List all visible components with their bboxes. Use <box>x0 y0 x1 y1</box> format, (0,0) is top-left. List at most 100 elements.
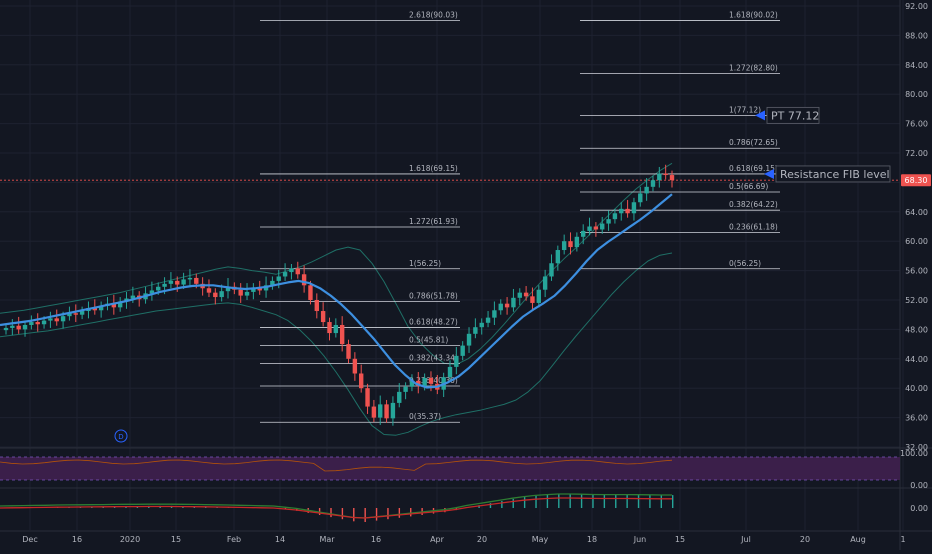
candle-body <box>42 321 46 325</box>
time-tick-label: Aug <box>850 535 866 544</box>
candle-body <box>353 359 357 374</box>
candle-body <box>568 241 572 247</box>
candle-body <box>315 300 319 311</box>
macd-bar <box>569 494 570 508</box>
fib-left-label: 0.5(45.81) <box>409 335 448 344</box>
candle-body <box>524 293 528 297</box>
candle-body <box>511 298 515 308</box>
macd-bar <box>649 495 650 508</box>
macd-bar <box>558 494 559 508</box>
fib-right-label: 0.236(61.18) <box>729 223 778 232</box>
candle-body <box>74 313 78 314</box>
macd-bar <box>501 501 502 508</box>
time-tick-label: May <box>532 535 549 544</box>
rsi-axis-label: 100.00 <box>900 449 928 458</box>
candle-body <box>632 202 636 213</box>
time-tick-label: 1 <box>900 535 905 544</box>
candle-body <box>537 290 541 303</box>
candle-body <box>543 276 547 289</box>
candle-body <box>499 304 503 311</box>
candle-body <box>277 276 281 280</box>
candle-body <box>391 403 395 418</box>
candle-body <box>492 310 496 317</box>
candle-body <box>644 187 648 194</box>
candle-body <box>454 356 458 367</box>
fib-left-label: 2.618(90.03) <box>409 10 458 19</box>
macd-bar <box>342 508 343 519</box>
candle-body <box>188 278 192 279</box>
time-tick-label: 16 <box>72 535 82 544</box>
price-tick-label: 60.00 <box>905 237 928 246</box>
fib-right-label: 1(77.12) <box>729 105 761 114</box>
time-tick-label: Jun <box>633 535 647 544</box>
candle-body <box>397 392 401 403</box>
macd-bar <box>615 495 616 508</box>
candle-body <box>55 318 59 321</box>
macd-bar <box>592 495 593 508</box>
price-tick-label: 80.00 <box>905 90 928 99</box>
candle-body <box>156 287 160 291</box>
fib-right-label: 0.382(64.22) <box>729 200 778 209</box>
candle-body <box>562 241 566 250</box>
candle-body <box>334 325 338 333</box>
price-tick-label: 52.00 <box>905 296 928 305</box>
price-tick-label: 48.00 <box>905 325 928 334</box>
candle-body <box>10 326 14 328</box>
price-tick-label: 44.00 <box>905 355 928 364</box>
macd-bar <box>513 499 514 508</box>
price-tick-label: 76.00 <box>905 120 928 129</box>
candle-body <box>518 293 522 298</box>
candle-body <box>321 311 325 322</box>
candle-body <box>296 268 300 274</box>
candle-body <box>302 274 306 285</box>
candle-body <box>36 322 40 324</box>
candle-body <box>194 278 198 284</box>
candle-body <box>16 326 20 330</box>
fib-left-label: 1.272(61.93) <box>409 217 458 226</box>
fib-right-label: 0.5(66.69) <box>729 182 768 191</box>
macd-bar <box>638 495 639 508</box>
candle-body <box>422 378 426 386</box>
candle-body <box>587 227 591 231</box>
time-tick-label: Jul <box>740 535 751 544</box>
fib-right-label: 0(56.25) <box>729 259 761 268</box>
candle-body <box>625 209 629 213</box>
candle-body <box>619 209 623 213</box>
macd-bar <box>535 496 536 508</box>
fib-left-label: 0(35.37) <box>409 412 441 421</box>
time-tick-label: Dec <box>22 535 37 544</box>
macd-bar <box>399 508 400 518</box>
candle-body <box>181 279 185 284</box>
price-tick-label: 40.00 <box>905 384 928 393</box>
candle-body <box>162 284 166 287</box>
annotation-text: PT 77.12 <box>771 109 819 122</box>
time-tick-label: 2020 <box>120 535 140 544</box>
candle-body <box>606 219 610 223</box>
candle-body <box>549 263 553 276</box>
candle-body <box>169 281 173 284</box>
candle-body <box>581 231 585 237</box>
candle-body <box>29 322 33 325</box>
candle-body <box>359 374 363 389</box>
time-tick-label: 18 <box>587 535 597 544</box>
macd-bar <box>547 495 548 508</box>
candle-body <box>238 290 242 296</box>
candle-body <box>556 250 560 263</box>
macd-bar <box>330 508 331 517</box>
candle-body <box>429 378 433 384</box>
candle-body <box>289 268 293 272</box>
time-tick-label: 15 <box>675 535 685 544</box>
candle-body <box>219 291 223 297</box>
candle-body <box>594 227 598 230</box>
candle-body <box>600 224 604 230</box>
candle-body <box>638 193 642 202</box>
macd-bar <box>672 495 673 508</box>
fib-left-label: 1.618(69.15) <box>409 164 458 173</box>
candle-body <box>283 272 287 276</box>
time-tick-label: Apr <box>430 535 445 544</box>
macd-bar <box>581 494 582 508</box>
candle-body <box>365 388 369 406</box>
fib-right-label: 1.618(90.02) <box>729 11 778 20</box>
